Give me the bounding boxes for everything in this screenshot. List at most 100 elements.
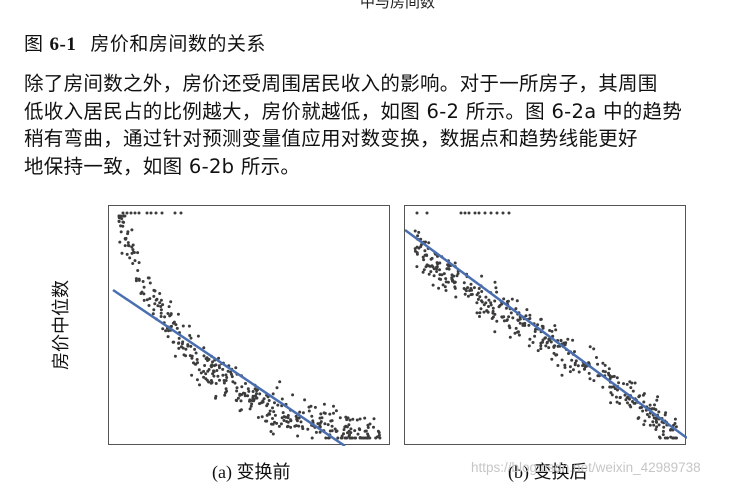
data-point xyxy=(251,394,255,398)
data-point xyxy=(610,385,613,389)
data-point xyxy=(548,329,552,332)
data-point xyxy=(164,329,168,333)
data-point xyxy=(193,347,197,351)
data-point xyxy=(358,428,362,432)
data-point xyxy=(126,230,130,234)
data-point xyxy=(345,436,349,440)
data-point xyxy=(417,230,421,234)
data-point xyxy=(671,436,675,440)
data-point xyxy=(523,321,527,325)
data-point xyxy=(195,358,199,361)
data-point xyxy=(271,406,274,410)
data-point xyxy=(550,357,554,361)
data-point xyxy=(567,352,570,355)
data-point xyxy=(642,392,646,396)
data-point xyxy=(328,412,332,416)
data-point xyxy=(629,405,633,409)
panel-a-caption: (a) 变换前 xyxy=(212,462,291,482)
data-point xyxy=(366,434,370,438)
data-point xyxy=(158,292,162,295)
data-point xyxy=(166,312,170,315)
data-point xyxy=(573,363,577,367)
data-point xyxy=(297,424,301,428)
data-point xyxy=(469,282,473,286)
data-point xyxy=(167,305,171,309)
data-point xyxy=(268,409,272,413)
data-point xyxy=(447,267,451,271)
data-point xyxy=(429,270,433,274)
data-point xyxy=(643,419,647,423)
data-point xyxy=(123,244,127,248)
data-point xyxy=(117,220,121,223)
data-point xyxy=(364,429,368,433)
data-point xyxy=(264,419,268,423)
data-point xyxy=(298,410,302,414)
data-point xyxy=(152,288,156,292)
data-point xyxy=(332,404,335,408)
data-point xyxy=(609,375,612,378)
data-point xyxy=(489,211,493,215)
data-point xyxy=(230,375,234,379)
data-point xyxy=(345,425,349,429)
data-point xyxy=(552,351,556,355)
data-point xyxy=(153,302,157,306)
body-paragraph: 除了房间数之外，房价还受周围居民收入的影响。对于一所房子，其周围 低收入居民占的… xyxy=(24,70,734,180)
data-point xyxy=(427,272,431,276)
data-point xyxy=(632,401,636,405)
data-point xyxy=(574,359,578,363)
data-point xyxy=(256,416,260,419)
data-point xyxy=(528,313,532,317)
data-point xyxy=(246,394,250,398)
data-point xyxy=(239,408,243,412)
data-point xyxy=(320,416,324,420)
data-point xyxy=(491,309,495,313)
data-point xyxy=(319,412,323,416)
data-point xyxy=(351,417,355,421)
data-point xyxy=(568,365,572,369)
data-point xyxy=(129,211,133,215)
data-point xyxy=(131,243,135,247)
data-point xyxy=(347,434,351,438)
data-point xyxy=(528,337,532,341)
data-point xyxy=(592,379,596,383)
data-point xyxy=(655,425,659,429)
data-point xyxy=(514,307,518,311)
data-point xyxy=(427,241,431,245)
data-point xyxy=(539,317,543,321)
data-point xyxy=(669,428,672,432)
data-point xyxy=(121,224,125,228)
data-point xyxy=(601,385,605,389)
data-point xyxy=(603,363,607,367)
data-point xyxy=(564,341,568,345)
data-point xyxy=(637,395,641,399)
data-point xyxy=(480,274,484,278)
data-point xyxy=(300,425,304,429)
data-point xyxy=(136,269,140,272)
data-point xyxy=(242,391,245,395)
data-point xyxy=(222,381,226,385)
watermark-url: https://blog.csdn.net/weixin_42989738 xyxy=(471,460,701,475)
data-point xyxy=(209,379,213,382)
data-point xyxy=(173,211,177,215)
data-point xyxy=(466,294,470,298)
data-point xyxy=(188,334,192,337)
data-point xyxy=(432,274,436,278)
data-point xyxy=(286,416,290,420)
data-point xyxy=(424,265,428,269)
data-point xyxy=(125,252,129,256)
data-point xyxy=(159,311,163,315)
data-point xyxy=(547,338,551,342)
paragraph-line: 地保持一致，如图 6-2b 所示。 xyxy=(24,154,301,178)
data-point xyxy=(554,328,558,332)
data-point xyxy=(159,298,163,302)
data-point xyxy=(291,393,295,397)
data-point xyxy=(544,344,548,348)
data-point xyxy=(614,395,618,399)
data-point xyxy=(310,436,314,440)
data-point xyxy=(247,389,251,393)
figure-caption-number: 6-1 xyxy=(49,34,77,55)
data-point xyxy=(478,295,482,299)
data-point xyxy=(553,324,557,328)
data-point xyxy=(145,298,149,302)
data-point xyxy=(438,273,442,277)
